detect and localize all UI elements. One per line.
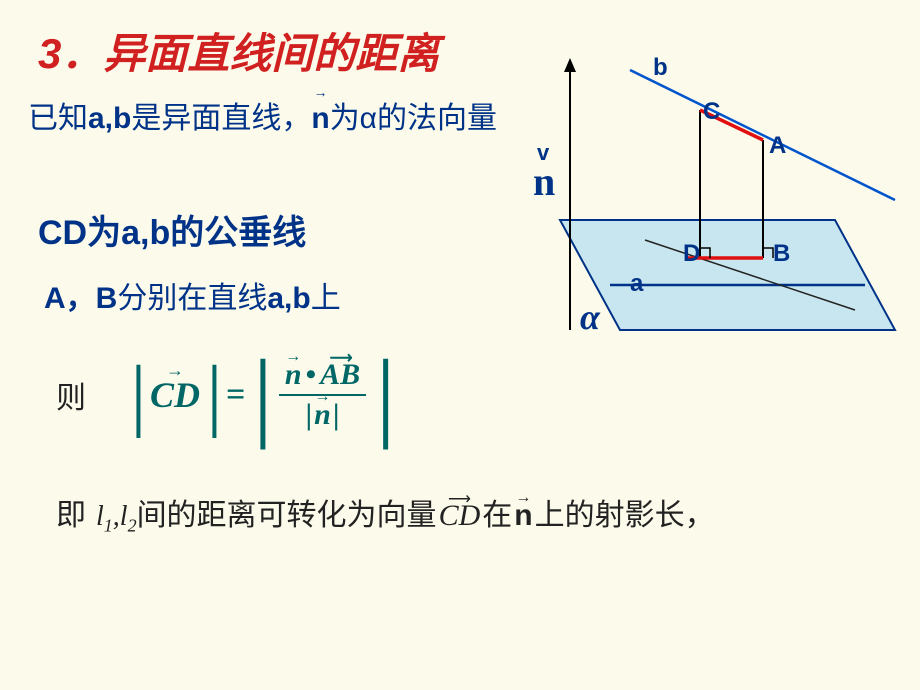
text-ji: 即 — [56, 490, 86, 534]
vector-cd-inline: ⟶CD — [439, 499, 481, 533]
vector-cd: → CD — [148, 374, 202, 416]
label-alpha: α — [580, 296, 600, 338]
vector-arrow-icon: → — [166, 360, 184, 381]
abs-bar-icon: | — [370, 355, 398, 435]
label-n: n — [533, 158, 555, 205]
txt: 在 — [482, 490, 512, 534]
txt: 为 — [87, 214, 121, 252]
label-A: A — [769, 132, 786, 160]
var-ab: a,b — [88, 102, 131, 135]
vector-n: →n — [314, 398, 331, 432]
distance-formula: | → CD | = | →n • ⟶AB | →n | | — [126, 355, 398, 435]
vector-ab: ⟶AB — [320, 358, 360, 392]
vector-n-inline: →n — [514, 499, 532, 533]
var-AB: A，B — [44, 282, 117, 315]
abs-bar-icon: | — [306, 398, 313, 432]
text-line-3: A，B分别在直线a,b上 — [44, 273, 341, 317]
txt: 间的距离可转化为向量 — [137, 490, 437, 534]
denominator: | →n | — [300, 396, 346, 434]
sub2: 2 — [128, 516, 137, 536]
txt: 上 — [311, 282, 341, 315]
var-cd: CD — [38, 214, 87, 252]
l: l — [120, 501, 128, 532]
txt: 是异面直线， — [131, 102, 311, 135]
vector-arrow-icon: → — [514, 489, 532, 507]
vector-arrow-icon: → — [314, 388, 331, 406]
label-b: b — [653, 54, 668, 82]
sub1: 1 — [104, 516, 113, 536]
abs-bar-icon: | — [247, 355, 275, 435]
abs-bar-icon: | — [202, 363, 224, 427]
cd-text: CD — [150, 375, 200, 415]
dot-operator: • — [306, 358, 317, 392]
comma: , — [113, 501, 120, 533]
text-ze: 则 — [56, 373, 86, 417]
label-D: D — [683, 240, 700, 268]
var-n: n — [311, 102, 329, 135]
vector-arrow-icon: ⟶ — [439, 489, 481, 509]
var-ab: a,b — [267, 282, 310, 315]
txt: 的公垂线 — [170, 214, 306, 252]
text-line-4: 即 l1,l2 间的距离可转化为向量 ⟶CD 在→n上的射影长， — [56, 490, 715, 537]
txt: 分别在直线 — [117, 282, 267, 315]
equals: = — [226, 376, 245, 414]
fraction: →n • ⟶AB | →n | — [279, 356, 366, 434]
txt: 为α的法向量 — [330, 102, 497, 135]
vector-arrow-icon: → — [285, 348, 302, 366]
vector-n: →n — [311, 95, 329, 143]
var-ab: a,b — [121, 214, 170, 252]
txt: 已知 — [28, 102, 88, 135]
var-l1: l1 — [96, 501, 113, 537]
formula-row: 则 | → CD | = | →n • ⟶AB | →n | | — [56, 355, 398, 435]
plane-alpha — [560, 220, 895, 330]
vector-arrow-icon: ⟶ — [320, 348, 360, 368]
section-title: 3．异面直线间的距离 — [38, 20, 439, 81]
text-line-2: CD为a,b的公垂线 — [38, 205, 306, 254]
geometry-diagram: b C A D B a v n α — [525, 40, 905, 350]
l: l — [96, 501, 104, 532]
txt: 上的射影长， — [535, 490, 715, 534]
text-line-1: 已知a,b是异面直线，→n为α的法向量 — [28, 95, 518, 143]
label-C: C — [703, 98, 720, 126]
label-B: B — [773, 240, 790, 268]
label-a: a — [630, 270, 643, 298]
abs-bar-icon: | — [126, 363, 148, 427]
abs-bar-icon: | — [333, 398, 340, 432]
vector-n: →n — [285, 358, 302, 392]
vector-arrow-icon: → — [314, 81, 328, 103]
var-l2: l2 — [120, 501, 137, 537]
